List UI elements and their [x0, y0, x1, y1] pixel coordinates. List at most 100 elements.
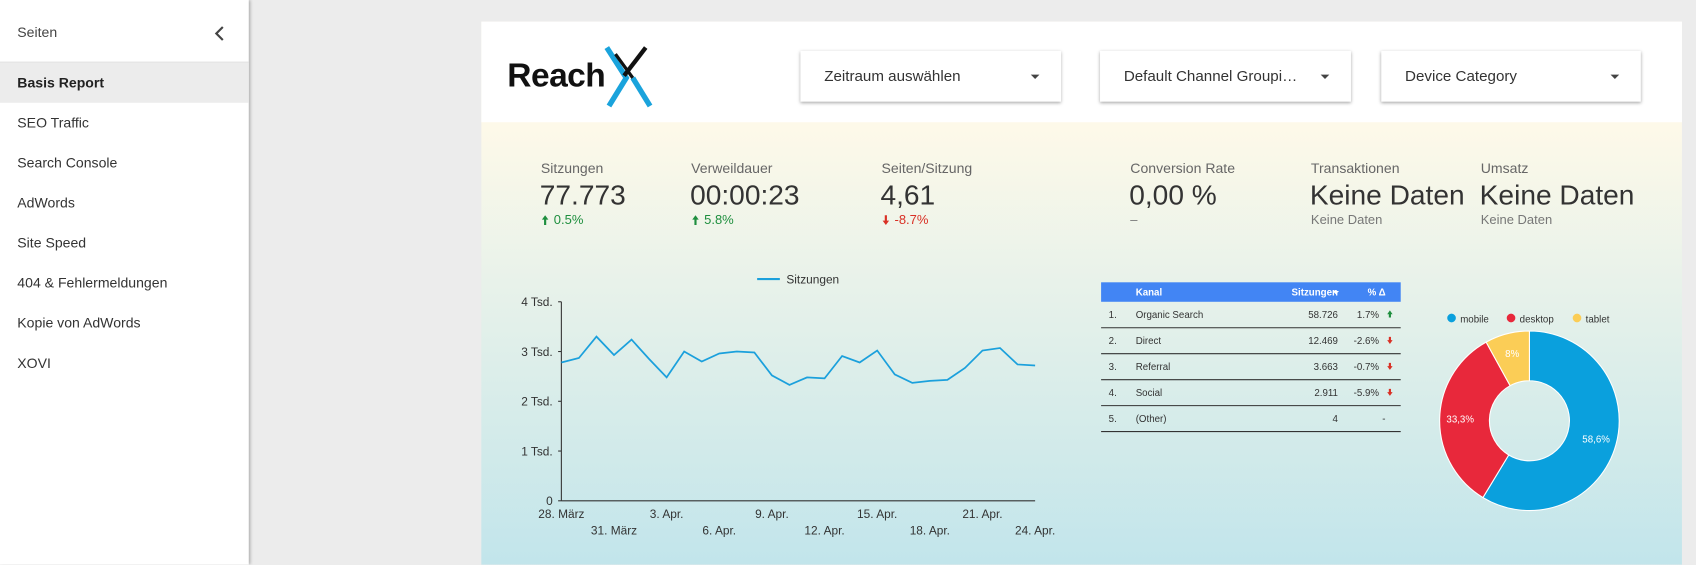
scorecard-label: Conversion Rate [1130, 160, 1236, 177]
slice-label: 58,6% [1582, 435, 1610, 446]
scorecard-delta: 0.5% [553, 211, 584, 228]
scorecard-value: Keine Daten [1309, 178, 1465, 211]
x-tick-label: 12. Apr. [804, 523, 844, 537]
table-cell: 4. [1109, 388, 1117, 399]
column-header: Sitzungen [1292, 287, 1338, 298]
legend-label: desktop [1520, 314, 1554, 325]
scorecard-value: 00:00:23 [690, 178, 800, 211]
scorecard-delta: 5.8% [704, 211, 734, 228]
table-cell: -2.6% [1354, 336, 1380, 347]
y-tick-label: 2 Tsd. [521, 395, 552, 409]
dropdown[interactable]: Device Category [1381, 50, 1641, 102]
pie-slice [1482, 330, 1620, 512]
dropdown-caret [1610, 74, 1620, 79]
charts: 0 1 Tsd. 2 Tsd. 3 Tsd. 4 Tsd. 28. März 31. Mär… [521, 272, 1620, 537]
legend-dot [1572, 313, 1582, 323]
pie-slice [1485, 330, 1530, 387]
table-cell: 3.663 [1314, 362, 1338, 373]
scorecard-label: Sitzungen [540, 160, 604, 177]
x-tick-label: 9. Apr. [755, 507, 789, 521]
report: Reach 0 1 Tsd. 2 Tsd. 3 Tsd. 4 Tsd. 28. März 3… [481, 21, 1682, 565]
slice-label: 33,3% [1446, 415, 1474, 426]
nav-item[interactable]: Basis Report [0, 62, 249, 103]
scorecard-delta: Keine Daten [1480, 211, 1553, 228]
column-header: Kanal [1136, 287, 1163, 298]
table-header [1101, 282, 1401, 302]
trend-arrow [1387, 362, 1393, 370]
sidebar: Seiten Basis Report SEO Traffic Search Con… [0, 0, 249, 565]
nav-item[interactable]: Site Speed [17, 234, 87, 251]
scorecard-value: 77.773 [539, 178, 626, 211]
sidebar-title: Seiten [17, 23, 58, 41]
table-cell: (Other) [1136, 414, 1167, 425]
column-header: % Δ [1368, 287, 1386, 298]
table-cell: Direct [1136, 336, 1162, 347]
dropdown[interactable]: Default Channel Groupi… [1100, 50, 1351, 102]
trend-arrow [882, 215, 890, 225]
scorecard-value: 0,00 % [1129, 178, 1217, 211]
table-cell: 1.7% [1357, 310, 1380, 321]
table-cell: 3. [1109, 362, 1117, 373]
trend-arrow [1387, 336, 1393, 344]
nav-item[interactable]: XOVI [17, 354, 51, 371]
legend-label: mobile [1460, 314, 1489, 325]
dropdown-caret [1030, 74, 1040, 79]
nav-item[interactable]: 404 & Fehlermeldungen [17, 274, 168, 291]
table-cell: 58.726 [1308, 310, 1338, 321]
x-tick-label: 3. Apr. [650, 507, 684, 521]
table-cell: 12.469 [1308, 336, 1338, 347]
table-cell: -0.7% [1354, 362, 1380, 373]
x-tick-label: 21. Apr. [962, 507, 1002, 521]
table-cell: 4 [1333, 414, 1339, 425]
legend-dot [1447, 313, 1456, 323]
scorecard-label: Seiten/Sitzung [881, 160, 973, 177]
y-tick-label: 4 Tsd. [521, 295, 552, 309]
y-tick-label: 3 Tsd. [521, 345, 552, 359]
scorecard-value: 4,61 [880, 178, 936, 211]
table-cell: -5.9% [1354, 388, 1380, 399]
line-series [561, 335, 1036, 386]
pie-slice [1439, 341, 1511, 499]
logo: Reach [507, 56, 606, 95]
collapse-button[interactable] [212, 25, 227, 42]
trend-arrow [541, 215, 549, 225]
dropdown-caret [1320, 74, 1330, 79]
dropdown-label: Device Category [1405, 67, 1517, 85]
sort-icon [1332, 290, 1340, 295]
dropdown-label: Zeitraum auswählen [824, 67, 961, 85]
slice-label: 8% [1505, 349, 1519, 360]
nav-item[interactable]: AdWords [17, 194, 75, 211]
table-cell: - [1382, 414, 1385, 425]
logo-mark [604, 46, 653, 108]
x-tick-label: 24. Apr. [1015, 523, 1055, 537]
scorecard-delta: -8.7% [894, 211, 929, 228]
legend-dot [1506, 313, 1516, 323]
legend-label: tablet [1586, 314, 1610, 325]
y-tick-label: 0 [546, 494, 553, 508]
nav-item[interactable]: Search Console [17, 154, 118, 171]
trend-arrow [1387, 310, 1393, 318]
dropdown[interactable]: Zeitraum auswählen [800, 50, 1062, 102]
x-tick-label: 31. März [591, 523, 637, 537]
scorecard-delta: – [1130, 211, 1138, 228]
scorecard-delta: Keine Daten [1310, 211, 1383, 228]
trend-arrow [692, 215, 699, 225]
y-tick-label: 1 Tsd. [521, 444, 552, 458]
table-cell: Social [1136, 388, 1162, 399]
x-tick-label: 28. März [538, 507, 584, 521]
nav-item[interactable]: SEO Traffic [17, 114, 89, 131]
table-cell: Organic Search [1136, 310, 1204, 321]
table-cell: 2. [1109, 336, 1117, 347]
table-cell: 5. [1109, 414, 1117, 425]
x-tick-label: 15. Apr. [857, 507, 897, 521]
trend-arrow [1387, 388, 1393, 396]
table-cell: 1. [1109, 310, 1117, 321]
table-cell: Referral [1136, 362, 1171, 373]
nav-item[interactable]: Kopie von AdWords [17, 314, 141, 331]
scorecard-value: Keine Daten [1479, 178, 1635, 211]
legend-label: Sitzungen [786, 272, 839, 286]
x-tick-label: 18. Apr. [910, 523, 950, 537]
dropdown-label: Default Channel Groupi… [1123, 67, 1298, 85]
